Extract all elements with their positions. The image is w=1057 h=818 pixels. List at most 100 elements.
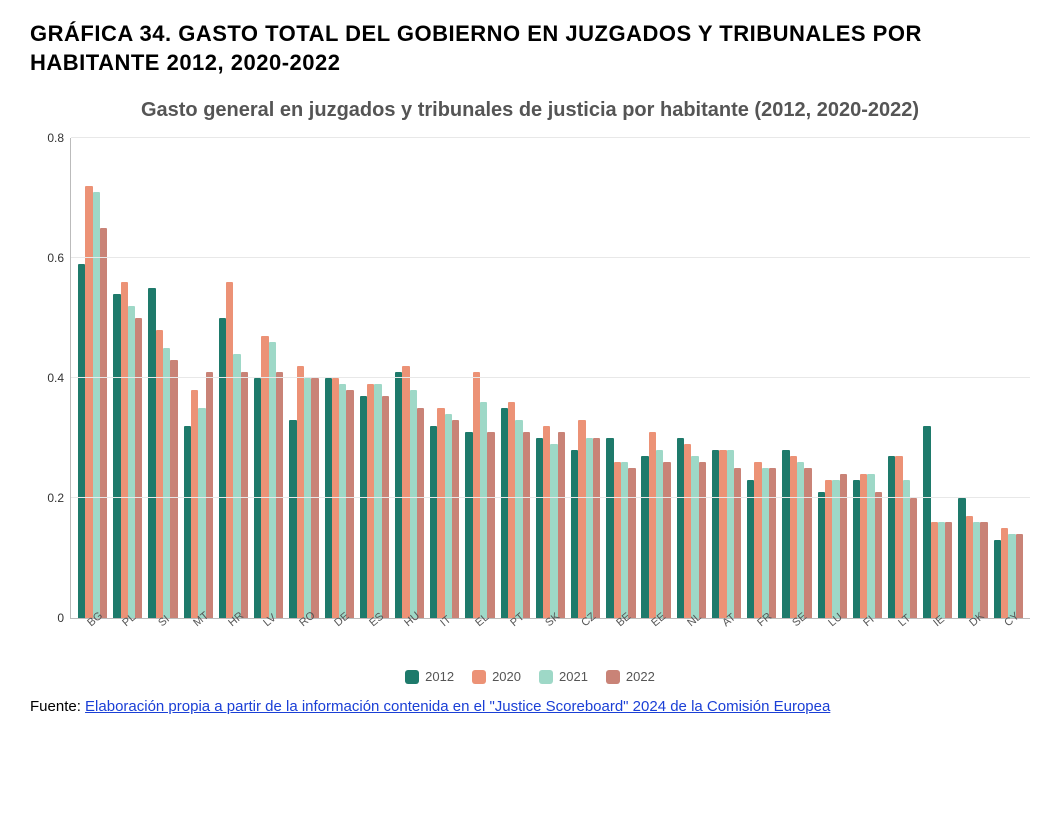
bar xyxy=(304,378,311,618)
y-tick-label: 0.2 xyxy=(47,491,64,505)
bar xyxy=(888,456,895,618)
bar xyxy=(797,462,804,618)
bar-group xyxy=(709,138,744,618)
bar xyxy=(93,192,100,618)
bar xyxy=(523,432,530,618)
bar xyxy=(790,456,797,618)
bar-group xyxy=(216,138,251,618)
x-axis-labels: BGPLSIMTHRLVRODEESHUITELPTSKCZBEEENLATFR… xyxy=(70,619,1030,639)
bar xyxy=(719,450,726,618)
bar xyxy=(727,450,734,618)
bar-group xyxy=(427,138,462,618)
legend-label: 2022 xyxy=(626,669,655,684)
bar-group xyxy=(568,138,603,618)
bar xyxy=(480,402,487,618)
bar xyxy=(78,264,85,618)
bar xyxy=(148,288,155,618)
grid-line xyxy=(71,377,1030,378)
legend-swatch xyxy=(405,670,419,684)
bar-group xyxy=(498,138,533,618)
bar xyxy=(367,384,374,618)
bar xyxy=(677,438,684,618)
bar xyxy=(184,426,191,618)
bar xyxy=(226,282,233,618)
bar xyxy=(762,468,769,618)
bar xyxy=(289,420,296,618)
bar xyxy=(782,450,789,618)
legend-swatch xyxy=(606,670,620,684)
bar xyxy=(241,372,248,618)
y-tick-label: 0.6 xyxy=(47,251,64,265)
bar xyxy=(606,438,613,618)
bar xyxy=(754,462,761,618)
bar-group xyxy=(885,138,920,618)
bar-group xyxy=(145,138,180,618)
bar xyxy=(558,432,565,618)
bar xyxy=(402,366,409,618)
bar xyxy=(501,408,508,618)
legend-label: 2020 xyxy=(492,669,521,684)
bar xyxy=(85,186,92,618)
bar xyxy=(135,318,142,618)
legend-label: 2021 xyxy=(559,669,588,684)
bar xyxy=(374,384,381,618)
bar xyxy=(410,390,417,618)
bar-group xyxy=(955,138,990,618)
bar xyxy=(649,432,656,618)
bar xyxy=(825,480,832,618)
bar-group xyxy=(110,138,145,618)
legend-item: 2020 xyxy=(472,669,521,684)
bar xyxy=(593,438,600,618)
bar xyxy=(473,372,480,618)
bar xyxy=(417,408,424,618)
bar xyxy=(832,480,839,618)
bar xyxy=(311,378,318,618)
bar xyxy=(198,408,205,618)
bar xyxy=(586,438,593,618)
bar-group xyxy=(322,138,357,618)
bar-group xyxy=(357,138,392,618)
bar xyxy=(297,366,304,618)
bar xyxy=(437,408,444,618)
legend-item: 2022 xyxy=(606,669,655,684)
legend: 2012202020212022 xyxy=(30,669,1030,684)
bar xyxy=(325,378,332,618)
bar xyxy=(656,450,663,618)
bar xyxy=(163,348,170,618)
bar-group xyxy=(920,138,955,618)
bar xyxy=(614,462,621,618)
bar xyxy=(276,372,283,618)
page-title: GRÁFICA 34. GASTO TOTAL DEL GOBIERNO EN … xyxy=(30,20,1027,77)
bar xyxy=(895,456,902,618)
bar xyxy=(536,438,543,618)
bar xyxy=(578,420,585,618)
bar xyxy=(465,432,472,618)
bar xyxy=(543,426,550,618)
bar xyxy=(191,390,198,618)
bar xyxy=(641,456,648,618)
bar xyxy=(663,462,670,618)
grid-line xyxy=(71,497,1030,498)
legend-item: 2021 xyxy=(539,669,588,684)
source-link[interactable]: Elaboración propia a partir de la inform… xyxy=(85,698,830,715)
grid-line xyxy=(71,257,1030,258)
bar xyxy=(508,402,515,618)
bar-group xyxy=(744,138,779,618)
bar xyxy=(113,294,120,618)
legend-swatch xyxy=(472,670,486,684)
bar xyxy=(261,336,268,618)
bar-group xyxy=(462,138,497,618)
source-line: Fuente: Elaboración propia a partir de l… xyxy=(30,698,1027,715)
bar xyxy=(684,444,691,618)
bar-group xyxy=(251,138,286,618)
bar xyxy=(691,456,698,618)
bar-group xyxy=(674,138,709,618)
bar xyxy=(382,396,389,618)
bar xyxy=(269,342,276,618)
legend-swatch xyxy=(539,670,553,684)
bar xyxy=(966,516,973,618)
bar xyxy=(430,426,437,618)
grid-line xyxy=(71,137,1030,138)
bar xyxy=(550,444,557,618)
bars-layer xyxy=(71,138,1030,618)
